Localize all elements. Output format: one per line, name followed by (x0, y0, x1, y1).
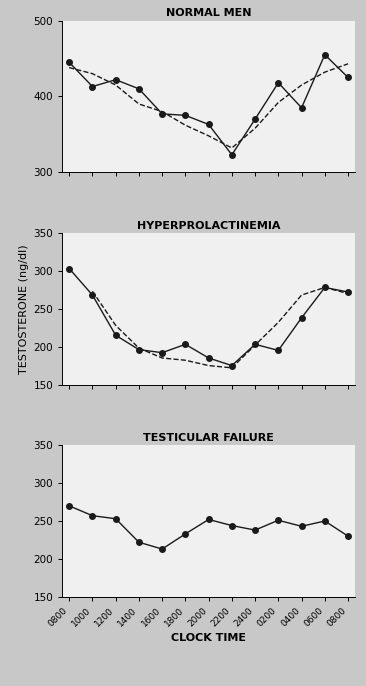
Y-axis label: TESTOSTERONE (ng/dl): TESTOSTERONE (ng/dl) (19, 244, 29, 373)
Title: NORMAL MEN: NORMAL MEN (166, 8, 251, 19)
X-axis label: CLOCK TIME: CLOCK TIME (171, 632, 246, 643)
Title: HYPERPROLACTINEMIA: HYPERPROLACTINEMIA (137, 221, 280, 230)
Title: TESTICULAR FAILURE: TESTICULAR FAILURE (143, 433, 274, 443)
